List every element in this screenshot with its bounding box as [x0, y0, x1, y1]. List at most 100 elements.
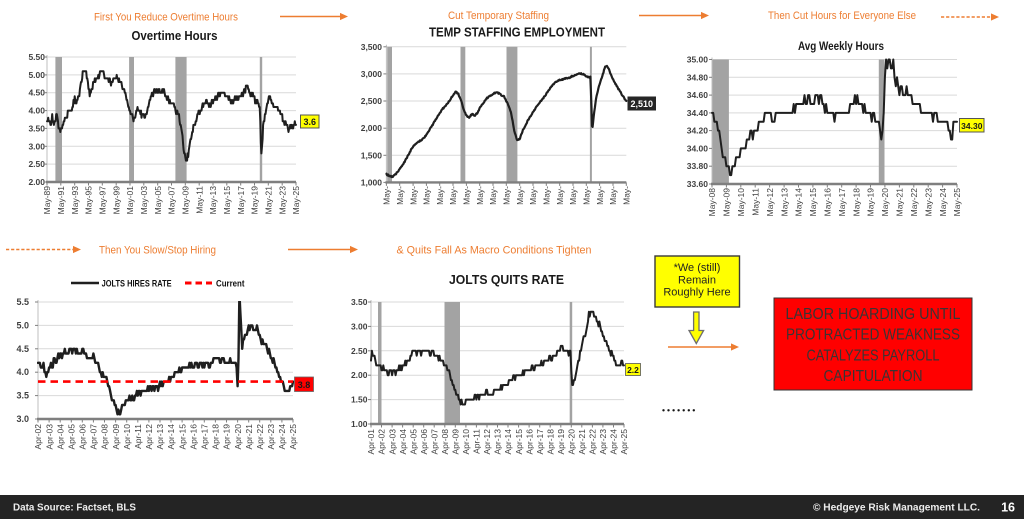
svg-text:May-11: May-11 [194, 186, 204, 214]
svg-text:May-: May- [395, 186, 405, 205]
svg-text:5.00: 5.00 [28, 70, 45, 80]
svg-text:Apr-23: Apr-23 [598, 429, 608, 455]
svg-text:2.50: 2.50 [28, 159, 45, 169]
svg-text:May-: May- [502, 186, 512, 205]
svg-text:3.00: 3.00 [28, 141, 45, 151]
svg-text:May-: May- [382, 186, 392, 205]
svg-text:May-91: May-91 [56, 186, 66, 215]
svg-text:Apr-16: Apr-16 [524, 429, 534, 455]
svg-text:16: 16 [1001, 501, 1015, 515]
svg-text:1.00: 1.00 [351, 419, 368, 429]
svg-text:May-: May- [422, 186, 432, 205]
svg-text:Apr-19: Apr-19 [222, 424, 232, 450]
svg-text:Roughly Here: Roughly Here [663, 287, 730, 299]
svg-text:May-15: May-15 [808, 188, 818, 217]
svg-text:May-95: May-95 [84, 186, 94, 215]
svg-text:Apr-02: Apr-02 [33, 424, 43, 450]
svg-text:2.50: 2.50 [351, 346, 368, 356]
svg-text:Apr-02: Apr-02 [377, 429, 387, 455]
svg-text:1,000: 1,000 [361, 177, 383, 187]
svg-text:May-: May- [555, 186, 565, 205]
svg-text:May-: May- [488, 186, 498, 205]
svg-text:2.00: 2.00 [28, 177, 45, 187]
svg-text:May-: May- [408, 186, 418, 205]
svg-text:Apr-11: Apr-11 [133, 424, 143, 449]
svg-text:Apr-25: Apr-25 [619, 429, 629, 455]
svg-text:Apr-24: Apr-24 [609, 429, 619, 455]
svg-text:& Quits Fall As Macro Conditio: & Quits Fall As Macro Conditions Tighten [397, 245, 592, 257]
svg-text:34.20: 34.20 [687, 126, 709, 136]
svg-text:3.6: 3.6 [304, 117, 317, 127]
svg-text:May-11: May-11 [750, 188, 760, 216]
svg-text:Avg Weekly Hours: Avg Weekly Hours [798, 41, 884, 53]
svg-text:CATALYZES PAYROLL: CATALYZES PAYROLL [807, 347, 940, 364]
svg-text:34.60: 34.60 [687, 90, 709, 100]
svg-text:Apr-24: Apr-24 [277, 424, 287, 450]
svg-text:First You Reduce Overtime Hour: First You Reduce Overtime Hours [94, 12, 238, 24]
svg-text:33.60: 33.60 [687, 179, 709, 189]
svg-text:Apr-03: Apr-03 [387, 429, 397, 455]
svg-text:4.00: 4.00 [28, 106, 45, 116]
svg-text:TEMP STAFFING EMPLOYMENT: TEMP STAFFING EMPLOYMENT [429, 25, 605, 40]
svg-text:May-10: May-10 [736, 188, 746, 217]
svg-text:May-18: May-18 [851, 188, 861, 217]
svg-text:3,500: 3,500 [361, 42, 383, 52]
svg-text:3,000: 3,000 [361, 69, 383, 79]
svg-text:4.5: 4.5 [16, 344, 29, 354]
svg-text:May-07: May-07 [167, 186, 177, 215]
svg-text:May-: May- [462, 186, 472, 205]
svg-text:May-24: May-24 [938, 188, 948, 217]
svg-text:May-: May- [448, 186, 458, 205]
svg-text:Apr-23: Apr-23 [266, 424, 276, 450]
svg-text:Apr-06: Apr-06 [78, 424, 88, 450]
svg-text:May-: May- [475, 186, 485, 205]
svg-text:Cut Temporary Staffing: Cut Temporary Staffing [448, 10, 549, 22]
svg-text:Apr-22: Apr-22 [588, 429, 598, 455]
svg-text:May-16: May-16 [823, 188, 833, 217]
svg-text:2,000: 2,000 [361, 123, 383, 133]
svg-text:3.5: 3.5 [16, 391, 29, 401]
svg-text:Then You Slow/Stop Hiring: Then You Slow/Stop Hiring [99, 245, 216, 257]
svg-text:May-14: May-14 [794, 188, 804, 217]
svg-text:3.8: 3.8 [298, 380, 311, 390]
svg-text:33.80: 33.80 [687, 161, 709, 171]
svg-text:Apr-04: Apr-04 [55, 424, 65, 450]
svg-text:Apr-08: Apr-08 [100, 424, 110, 450]
svg-text:3.0: 3.0 [16, 414, 29, 424]
svg-text:Apr-25: Apr-25 [288, 424, 298, 450]
svg-text:May-: May- [435, 186, 445, 205]
svg-text:May-13: May-13 [208, 186, 218, 215]
svg-text:May-21: May-21 [264, 186, 274, 215]
svg-text:Apr-16: Apr-16 [188, 424, 198, 450]
svg-text:Current: Current [216, 279, 245, 289]
svg-text:Apr-07: Apr-07 [89, 424, 99, 450]
svg-text:May-01: May-01 [125, 186, 135, 215]
svg-text:PROTRACTED WEAKNESS: PROTRACTED WEAKNESS [786, 327, 960, 344]
svg-text:May-97: May-97 [98, 186, 108, 215]
svg-text:May-: May- [595, 186, 605, 205]
svg-text:4.50: 4.50 [28, 88, 45, 98]
svg-text:Apr-15: Apr-15 [514, 429, 524, 455]
svg-text:5.5: 5.5 [16, 297, 29, 307]
svg-text:Apr-12: Apr-12 [482, 429, 492, 455]
svg-text:Apr-14: Apr-14 [166, 424, 176, 450]
svg-text:May-: May- [528, 186, 538, 205]
svg-text:Apr-18: Apr-18 [211, 424, 221, 450]
svg-text:JOLTS HIRES RATE: JOLTS HIRES RATE [102, 279, 172, 289]
svg-text:May-13: May-13 [779, 188, 789, 217]
svg-text:May-: May- [542, 186, 552, 205]
svg-text:JOLTS QUITS RATE: JOLTS QUITS RATE [449, 272, 564, 287]
svg-text:Apr-08: Apr-08 [440, 429, 450, 455]
svg-text:May-25: May-25 [291, 186, 301, 215]
svg-text:3.50: 3.50 [28, 123, 45, 133]
svg-text:Apr-10: Apr-10 [461, 429, 471, 455]
svg-text:May-15: May-15 [222, 186, 232, 215]
svg-text:May-25: May-25 [952, 188, 962, 217]
svg-text:Apr-18: Apr-18 [545, 429, 555, 455]
svg-text:May-20: May-20 [880, 188, 890, 217]
svg-text:May-89: May-89 [42, 186, 52, 215]
svg-text:Data Source: Factset, BLS: Data Source: Factset, BLS [13, 503, 136, 514]
svg-text:May-23: May-23 [923, 188, 933, 217]
svg-text:Apr-21: Apr-21 [244, 424, 254, 450]
svg-text:Apr-01: Apr-01 [366, 429, 376, 455]
